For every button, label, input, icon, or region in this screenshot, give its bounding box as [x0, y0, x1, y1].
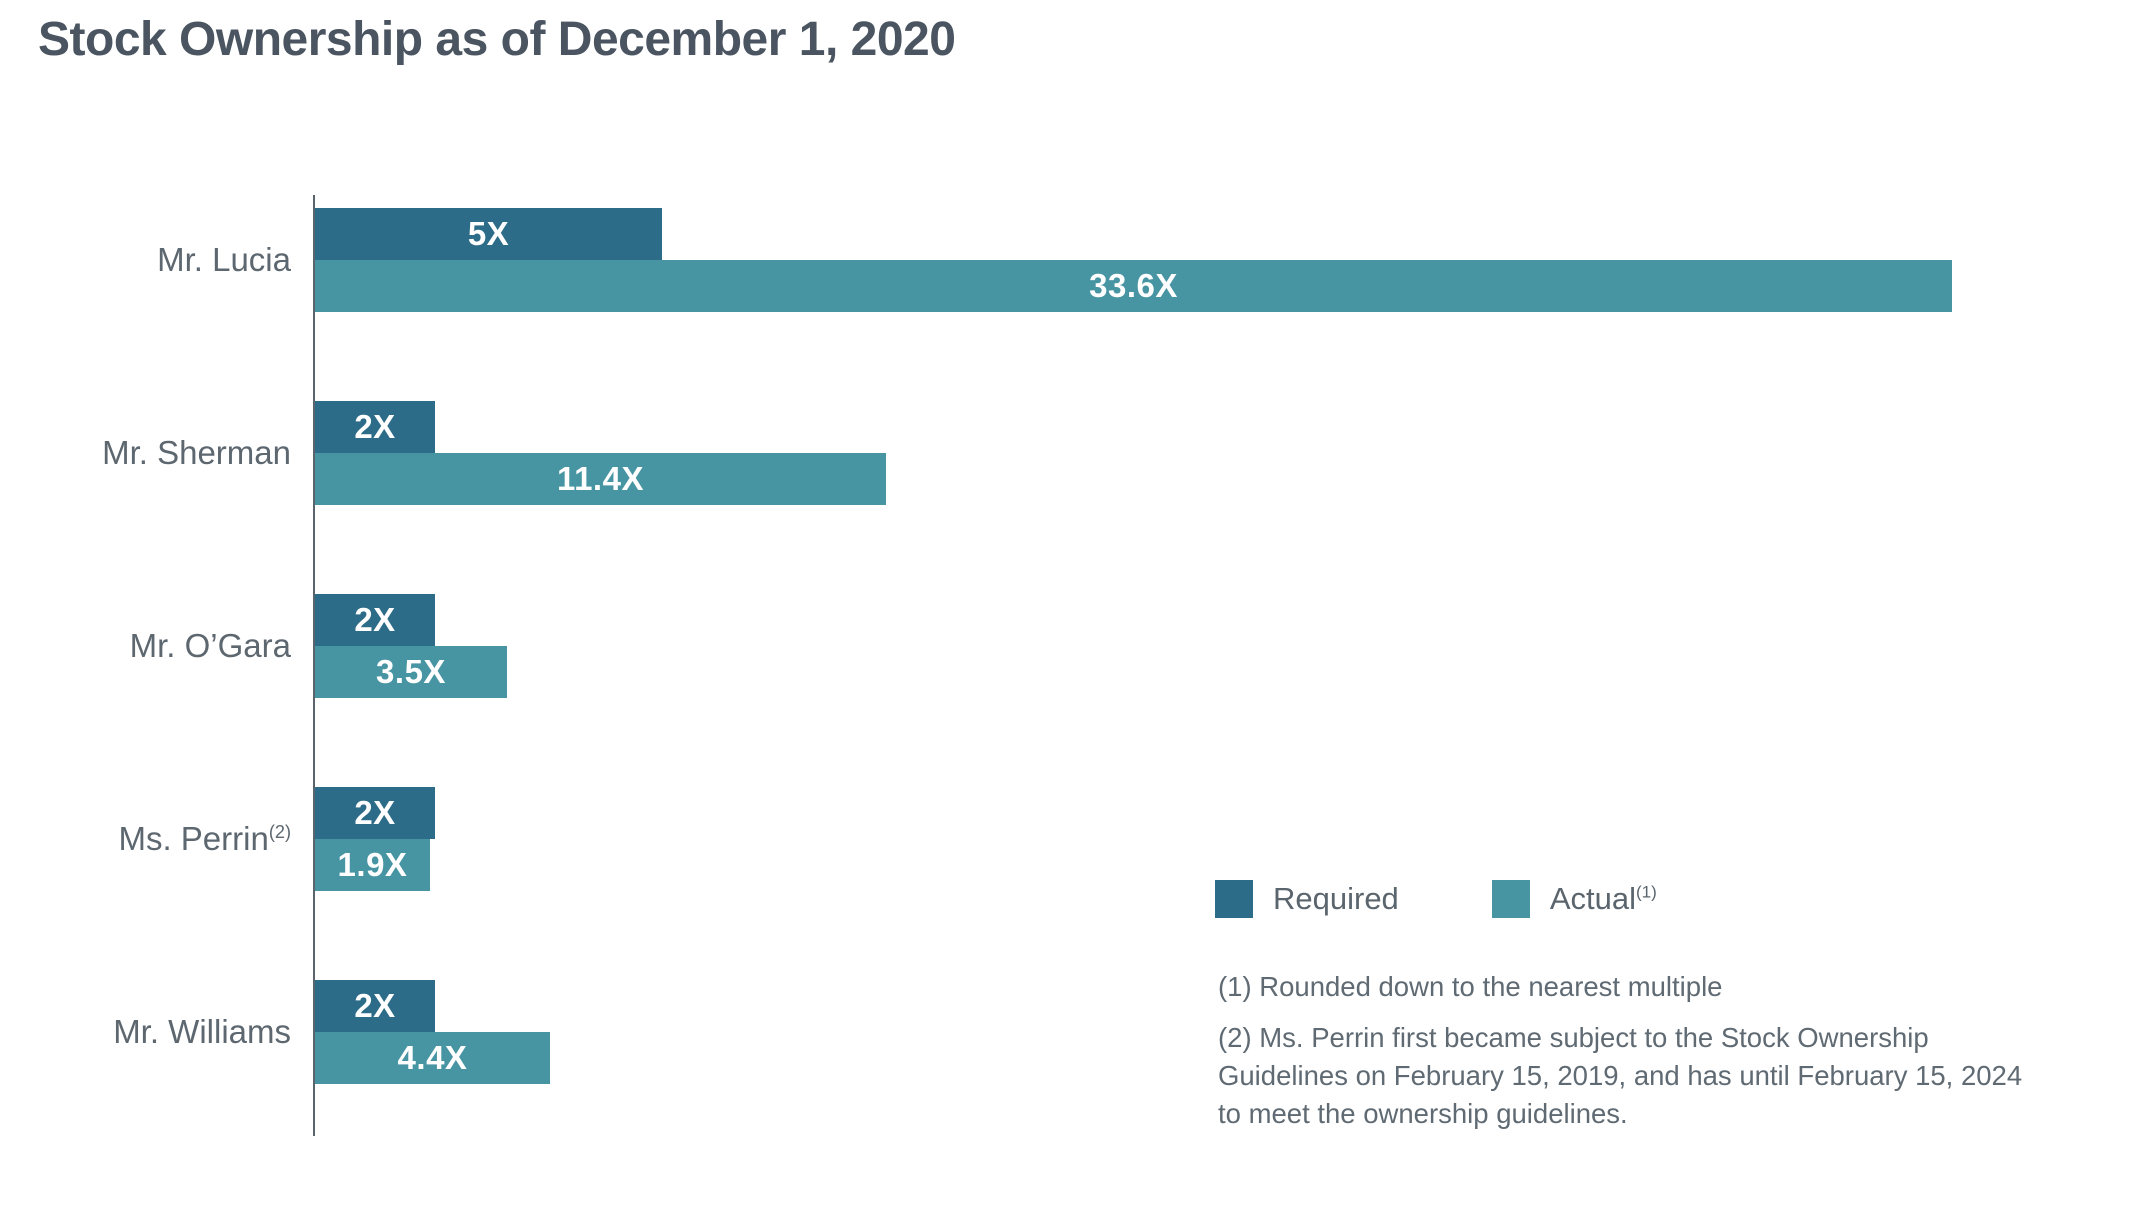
- category-label: Mr. Sherman: [0, 434, 315, 472]
- required-bar: 2X: [315, 980, 435, 1032]
- category-label: Mr. Lucia: [0, 241, 315, 279]
- bar-group: 2X 1.9X: [315, 787, 435, 891]
- bar-group: 5X 33.6X: [315, 208, 1952, 312]
- bar-value-label: 2X: [354, 794, 396, 831]
- chart-row: Mr. Sherman 2X 11.4X: [0, 401, 2146, 505]
- bar-group: 2X 11.4X: [315, 401, 886, 505]
- chart-row: Ms. Perrin(2) 2X 1.9X: [0, 787, 2146, 891]
- chart-rows: Mr. Lucia 5X 33.6X Mr. Sherman 2X 11.4X Mr. O’…: [0, 208, 2146, 1084]
- bar-group: 2X 4.4X: [315, 980, 550, 1084]
- bar-value-label: 2X: [354, 408, 396, 445]
- category-label: Ms. Perrin(2): [0, 820, 315, 858]
- chart-legend: Required Actual(1): [1215, 880, 1657, 918]
- category-name: Mr. Williams: [113, 1013, 291, 1050]
- category-name: Mr. O’Gara: [129, 627, 291, 664]
- chart-row: Mr. Williams 2X 4.4X: [0, 980, 2146, 1084]
- actual-bar: 11.4X: [315, 453, 886, 505]
- bar-value-label: 3.5X: [376, 653, 446, 690]
- chart-row: Mr. O’Gara 2X 3.5X: [0, 594, 2146, 698]
- bar-value-label: 4.4X: [397, 1039, 468, 1076]
- legend-label: Required: [1273, 881, 1399, 917]
- bar-value-label: 33.6X: [1089, 267, 1178, 304]
- chart-row: Mr. Lucia 5X 33.6X: [0, 208, 2146, 312]
- actual-bar: 3.5X: [315, 646, 507, 698]
- required-bar: 2X: [315, 594, 435, 646]
- category-name: Mr. Sherman: [102, 434, 291, 471]
- bar-value-label: 2X: [354, 601, 396, 638]
- category-name: Mr. Lucia: [157, 241, 291, 278]
- legend-label: Actual(1): [1550, 881, 1657, 917]
- legend-label-text: Actual: [1549, 881, 1636, 916]
- required-bar: 2X: [315, 401, 435, 453]
- legend-label-text: Required: [1273, 881, 1399, 916]
- required-bar: 2X: [315, 787, 435, 839]
- footnote-2: (2) Ms. Perrin first became subject to t…: [1218, 1022, 2023, 1129]
- bar-value-label: 2X: [354, 987, 396, 1024]
- actual-bar: 4.4X: [315, 1032, 550, 1084]
- required-bar: 5X: [315, 208, 662, 260]
- footnotes: (1) Rounded down to the nearest multiple…: [1218, 968, 2048, 1133]
- legend-swatch-required: [1215, 880, 1253, 918]
- bar-group: 2X 3.5X: [315, 594, 507, 698]
- category-label: Mr. Williams: [0, 1013, 315, 1051]
- legend-label-superscript: (1): [1635, 882, 1657, 902]
- bar-value-label: 1.9X: [337, 846, 408, 883]
- actual-bar: 1.9X: [315, 839, 430, 891]
- legend-item-actual: Actual(1): [1491, 880, 1657, 918]
- footnote-1: (1) Rounded down to the nearest multiple: [1218, 971, 1723, 1002]
- page-title: Stock Ownership as of December 1, 2020: [38, 13, 956, 66]
- actual-bar: 33.6X: [315, 260, 1952, 312]
- category-name: Ms. Perrin: [118, 820, 269, 857]
- legend-item-required: Required: [1215, 880, 1399, 918]
- category-superscript: (2): [268, 822, 291, 842]
- legend-swatch-actual: [1491, 880, 1530, 918]
- bar-value-label: 5X: [467, 215, 510, 252]
- category-label: Mr. O’Gara: [0, 627, 315, 665]
- bar-value-label: 11.4X: [557, 460, 644, 497]
- y-axis-line: [313, 195, 315, 1136]
